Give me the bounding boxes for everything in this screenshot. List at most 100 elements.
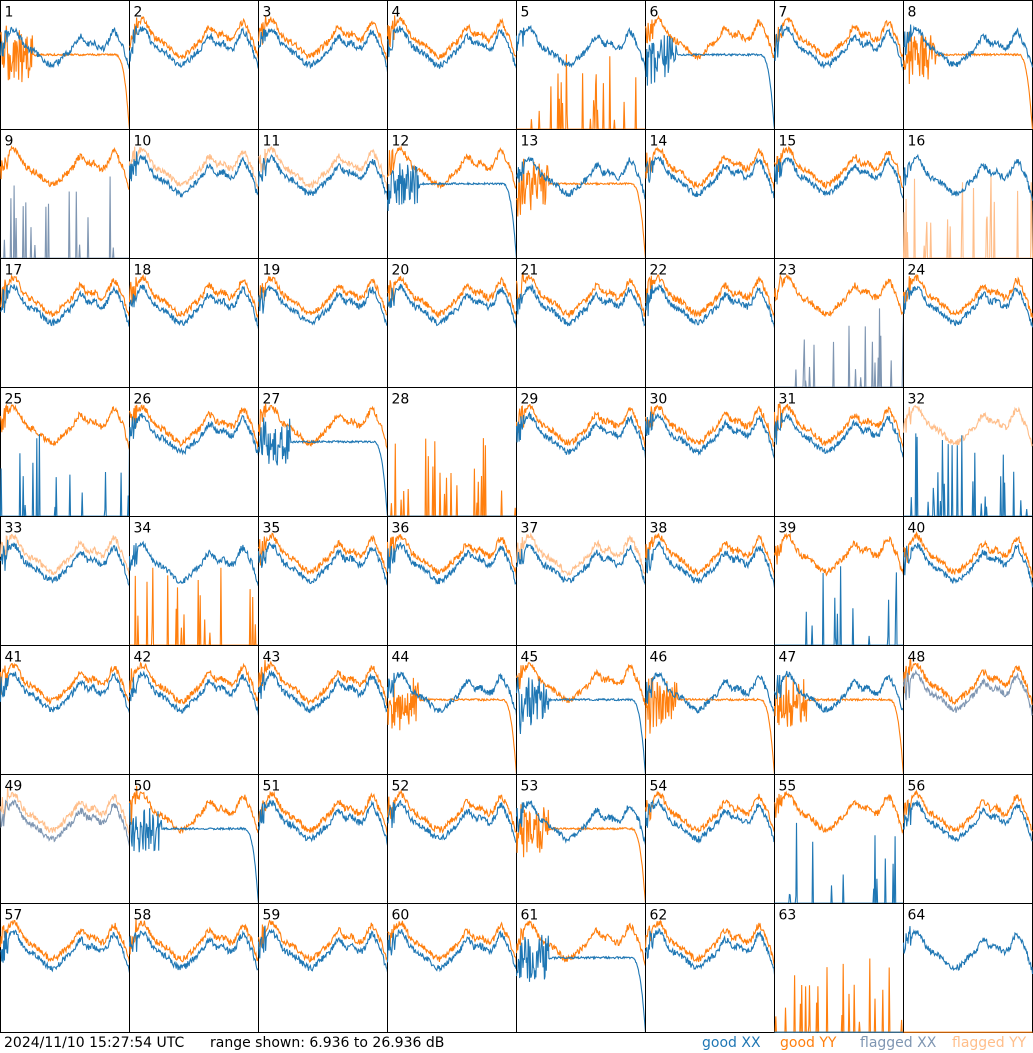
panel-label: 23	[779, 263, 797, 279]
panel-3: 3	[257, 0, 389, 130]
panel-60: 60	[386, 903, 518, 1033]
panel-38-yy-trace	[644, 533, 776, 579]
panel-56-yy-trace	[902, 789, 1033, 832]
panel-frame	[387, 129, 517, 259]
panel-frame	[258, 903, 388, 1033]
panel-64-xx-trace	[902, 926, 1033, 975]
panel-35: 35	[257, 516, 389, 646]
panel-60-xx-trace	[386, 929, 517, 973]
panel-34-xx-trace	[128, 540, 260, 587]
panel-12: 12	[386, 129, 518, 259]
panel-27-yy-trace	[257, 403, 389, 450]
panel-30-yy-trace	[644, 404, 775, 447]
panel-7-yy-trace	[774, 17, 905, 62]
panel-label: 7	[779, 5, 788, 21]
panel-2: 2	[128, 0, 260, 130]
panel-57: 57	[0, 903, 131, 1033]
panel-64: 64	[902, 903, 1033, 1033]
panel-18-xx-trace	[128, 284, 260, 330]
panel-11-xx-trace	[257, 154, 389, 199]
range-label: range shown: 6.936 to 26.936 dB	[210, 1035, 445, 1051]
panel-54: 54	[644, 774, 775, 904]
panel-41-xx-trace	[0, 671, 131, 713]
panel-frame	[0, 0, 130, 130]
panel-4-xx-trace	[387, 25, 518, 70]
panel-15-yy-trace	[773, 145, 904, 190]
panel-17-xx-trace	[0, 284, 130, 327]
panel-label: 45	[521, 650, 539, 666]
panel-53-xx-trace	[515, 800, 647, 846]
panel-label: 36	[392, 521, 410, 537]
panel-14: 14	[644, 129, 776, 259]
panel-frame	[774, 129, 904, 259]
panel-57-yy-trace	[0, 919, 131, 964]
panel-label: 12	[392, 134, 410, 150]
panel-49-yy-trace	[0, 786, 131, 837]
panel-2-xx-trace	[128, 25, 260, 70]
panel-32-yy-trace	[902, 404, 1033, 448]
panel-54-yy-trace	[644, 790, 775, 833]
panel-62-xx-trace	[644, 927, 776, 975]
panel-label: 3	[263, 5, 272, 21]
panel-48: 48	[902, 645, 1033, 775]
panel-36-yy-trace	[386, 534, 518, 579]
panel-36-xx-trace	[386, 542, 518, 585]
panel-10-yy-trace	[128, 146, 260, 190]
panel-14-yy-trace	[644, 146, 776, 192]
panel-12-xx-trace	[386, 163, 518, 259]
panel-frame	[903, 129, 1033, 259]
panel-26-xx-trace	[128, 412, 260, 456]
panel-frame	[645, 387, 775, 517]
panel-35-xx-trace	[257, 541, 389, 586]
panel-40-xx-trace	[902, 542, 1033, 588]
panel-frame	[516, 516, 646, 646]
panel-frame	[774, 258, 904, 388]
panel-56-xx-trace	[902, 800, 1033, 843]
panel-55-yy-trace	[774, 790, 905, 835]
panel-label: 24	[908, 263, 926, 279]
panel-8: 8	[902, 0, 1033, 130]
panel-31-xx-trace	[773, 412, 904, 458]
panel-56: 56	[902, 774, 1033, 904]
panel-52-xx-trace	[387, 799, 517, 844]
panel-29: 29	[515, 387, 647, 517]
panel-label: 30	[650, 392, 668, 408]
panel-26: 26	[128, 387, 260, 517]
panel-44-xx-trace	[386, 671, 518, 716]
panel-label: 51	[263, 779, 281, 795]
panel-37: 37	[515, 516, 647, 646]
panel-47: 47	[773, 645, 905, 775]
timestamp: 2024/11/10 15:27:54 UTC	[4, 1035, 185, 1051]
panel-label: 39	[779, 521, 797, 537]
panel-16: 16	[902, 129, 1033, 259]
panel-45-xx-trace	[515, 677, 647, 775]
legend-flagged-xx: flagged XX	[860, 1035, 937, 1051]
panel-3-xx-trace	[257, 28, 389, 73]
panel-frame	[129, 0, 259, 130]
legend-good-yy: good YY	[780, 1035, 837, 1051]
panel-label: 5	[521, 5, 530, 21]
panel-frame	[0, 774, 130, 904]
panel-41: 41	[0, 645, 131, 775]
panel-53-yy-trace	[515, 804, 647, 904]
panel-11: 11	[257, 129, 389, 259]
panel-label: 54	[650, 779, 668, 795]
panel-label: 19	[263, 263, 281, 279]
panel-22-yy-trace	[645, 274, 776, 319]
panel-7-xx-trace	[773, 24, 905, 71]
panel-44: 44	[386, 645, 518, 775]
panel-label: 38	[650, 521, 668, 537]
panel-32: 32	[902, 387, 1033, 517]
panel-frame	[645, 516, 775, 646]
panel-frame	[258, 0, 388, 130]
panel-frame	[0, 645, 130, 775]
panel-frame	[516, 258, 646, 388]
panel-41-yy-trace	[0, 662, 131, 706]
panel-frame	[129, 387, 259, 517]
panel-31: 31	[773, 387, 905, 517]
panel-15: 15	[773, 129, 904, 259]
panel-label: 61	[521, 908, 539, 924]
panel-label: 58	[134, 908, 152, 924]
panel-label: 14	[650, 134, 668, 150]
